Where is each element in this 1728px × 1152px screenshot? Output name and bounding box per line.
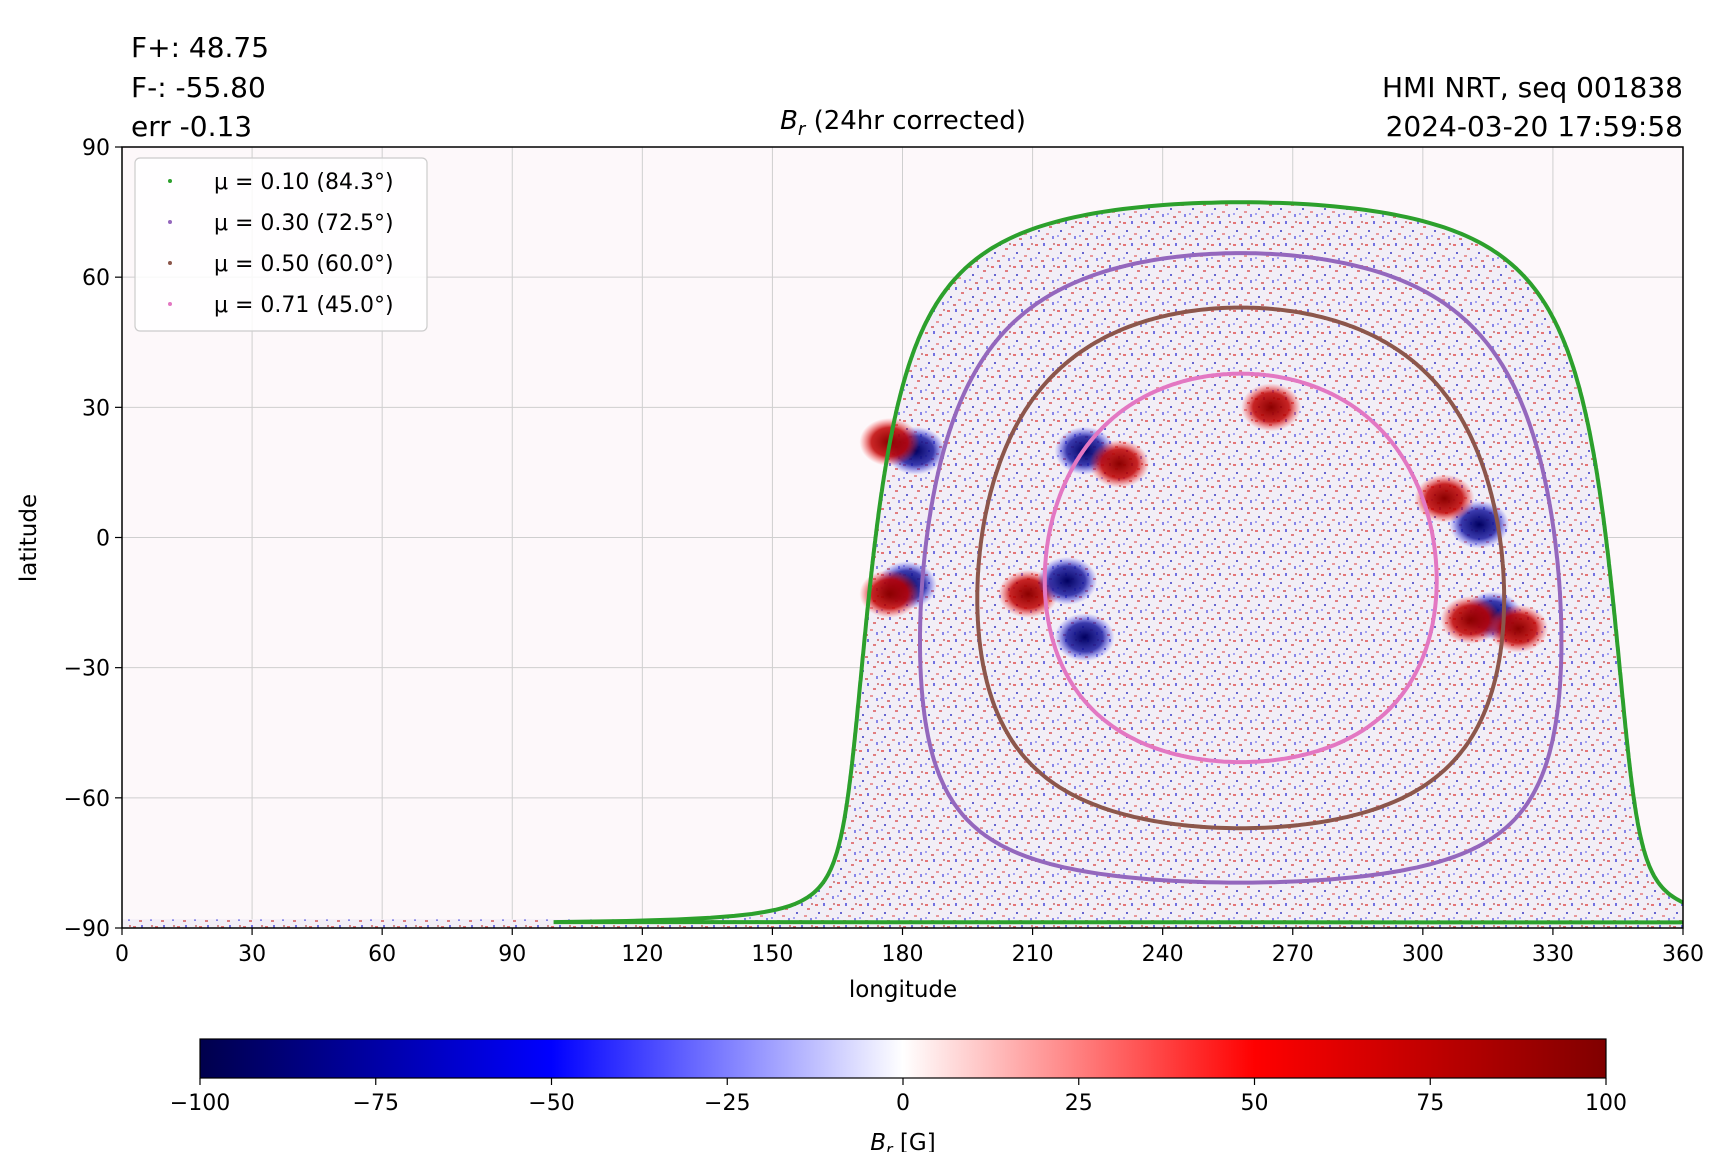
active-region-positive [859,569,920,618]
colorbar-tick-label: −25 [704,1091,750,1116]
x-tick-label: 300 [1402,942,1444,967]
y-tick-label: 30 [82,396,110,421]
mu-contour-line [553,200,1683,925]
legend-label: μ = 0.50 (60.0°) [214,252,394,277]
timestamp-text: 2024-03-20 17:59:58 [1386,110,1683,143]
active-region-negative [1054,613,1115,662]
title-rest: (24hr corrected) [805,106,1026,136]
x-tick-label: 150 [751,942,793,967]
legend-box [134,157,428,332]
y-tick-label: −60 [64,787,110,812]
error-text: err -0.13 [131,110,252,143]
mu-contours [553,200,1683,925]
mu-contour-line [975,305,1507,831]
title-subscript: r [798,119,807,140]
x-tick-label: 360 [1662,942,1704,967]
active-region-positive [1089,439,1150,488]
legend-label: μ = 0.71 (45.0°) [214,293,394,318]
colorbar-label-unit: [G] [893,1130,936,1152]
flux-minus-text: F-: -55.80 [131,71,266,104]
colorbar-tick-label: 75 [1416,1091,1444,1116]
magnetogram-disk [553,202,1683,923]
colorbar-tick-label: 50 [1241,1091,1269,1116]
y-axis: 90 60 30 0 −30 −60 −90 [64,136,122,942]
y-tick-label: 60 [82,266,110,291]
x-tick-label: 270 [1272,942,1314,967]
colorbar-tick-label: −100 [170,1091,230,1116]
mu-contour-line [1042,371,1439,765]
colorbar-label-subscript: r [886,1140,894,1152]
active-region-negative [1037,556,1098,605]
x-tick-label: 330 [1532,942,1574,967]
x-tick-label: 30 [238,942,266,967]
legend-label: μ = 0.10 (84.3°) [214,170,394,195]
x-tick-label: 90 [498,942,526,967]
flux-plus-text: F+: 48.75 [131,31,269,64]
legend-marker [168,220,172,224]
x-tick-label: 240 [1142,942,1184,967]
colorbar-label-symbol: B [870,1130,886,1152]
colorbar-tick-label: 100 [1585,1091,1627,1116]
legend-label: μ = 0.30 (72.5°) [214,211,394,236]
title-symbol: B [780,106,798,136]
x-axis-label: longitude [849,977,957,1003]
colorbar [199,1038,1607,1079]
legend-marker [168,261,172,265]
colorbar-label: Br [G] [870,1130,935,1152]
active-region-positive [1440,595,1501,644]
x-tick-label: 120 [621,942,663,967]
chart-title: Br (24hr corrected) [780,106,1026,140]
active-region-positive [1414,474,1475,523]
y-tick-label: −90 [64,917,110,942]
x-axis: 0 30 60 90 120 150 180 210 240 270 300 330 360 [115,928,1704,967]
y-tick-label: −30 [64,657,110,682]
legend: μ = 0.10 (84.3°) μ = 0.30 (72.5°) μ = 0.50… [134,157,428,332]
source-text: HMI NRT, seq 001838 [1382,71,1683,104]
colorbar-tick-label: 0 [896,1091,910,1116]
active-region-positive [1241,383,1302,432]
y-tick-label: 90 [82,136,110,161]
x-tick-label: 0 [115,942,129,967]
colorbar-tick-label: 25 [1065,1091,1093,1116]
y-tick-label: 0 [96,527,110,552]
colorbar-ticks: −100 −75 −50 −25 0 25 50 75 100 [170,1078,1627,1116]
y-axis-label: latitude [16,494,42,582]
colorbar-tick-label: −75 [353,1091,399,1116]
x-tick-label: 180 [882,942,924,967]
legend-marker [168,302,172,306]
colorbar-tick-label: −50 [528,1091,574,1116]
x-tick-label: 60 [368,942,396,967]
legend-marker [168,179,172,183]
x-tick-label: 210 [1012,942,1054,967]
mu-contour-line [918,251,1564,885]
